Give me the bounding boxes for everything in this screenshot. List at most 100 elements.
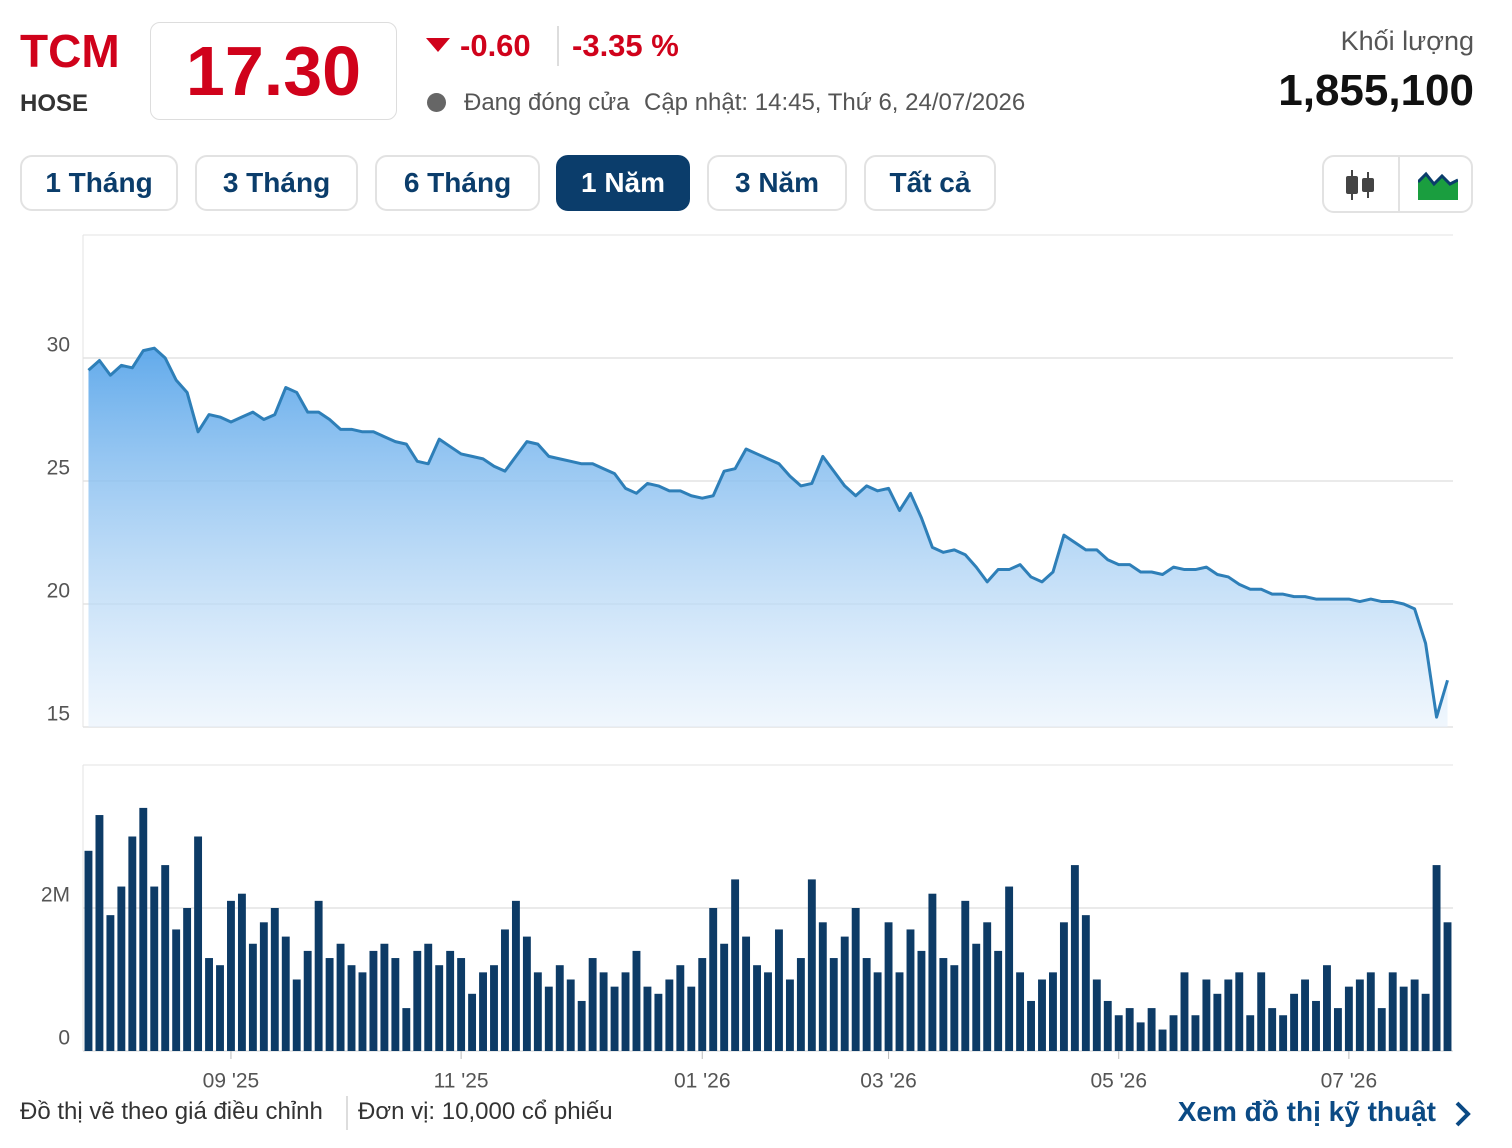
volume-bar <box>950 965 959 1051</box>
volume-bar <box>709 908 718 1051</box>
volume-bar <box>1038 979 1046 1051</box>
volume-bar <box>906 929 915 1051</box>
volume-bar <box>490 965 498 1051</box>
volume-bar <box>1180 972 1189 1051</box>
volume-bar <box>1388 972 1397 1051</box>
volume-bar <box>347 965 356 1051</box>
volume-bar <box>818 922 827 1051</box>
volume-bar <box>983 922 992 1051</box>
volume-bar <box>1103 1000 1112 1051</box>
volume-bar <box>424 943 433 1051</box>
volume-bar <box>544 986 553 1051</box>
x-tick-label: 09 '25 <box>203 1070 260 1093</box>
y-tick-label: 30 <box>47 334 70 357</box>
x-tick-label: 07 '26 <box>1321 1070 1378 1093</box>
volume-bar <box>303 950 312 1051</box>
volume-bar <box>336 943 345 1051</box>
volume-bar <box>1213 993 1222 1051</box>
volume-bar <box>1301 979 1309 1051</box>
volume-bar <box>237 893 246 1051</box>
volume-bar <box>117 886 126 1051</box>
status-dot <box>427 93 446 112</box>
volume-bar <box>1081 915 1090 1051</box>
y-tick-label: 15 <box>47 703 70 726</box>
volume-bar <box>1355 979 1364 1051</box>
volume-bar <box>807 879 816 1051</box>
divider <box>346 1096 348 1130</box>
volume-bar <box>522 936 531 1051</box>
volume-bar <box>851 908 860 1051</box>
volume-bar <box>1279 1015 1288 1051</box>
volume-bar <box>358 972 367 1051</box>
y-tick-label: 25 <box>47 457 70 480</box>
volume-bar <box>1005 886 1014 1051</box>
volume-bar <box>599 972 608 1051</box>
y-tick-label: 0 <box>58 1027 70 1050</box>
volume-bar <box>1147 1008 1156 1051</box>
chart-type-toggle <box>1322 155 1473 213</box>
volume-bar <box>1059 922 1068 1051</box>
volume-bar <box>1399 986 1408 1051</box>
range-button[interactable]: 3 Năm <box>707 155 847 211</box>
range-button[interactable]: 1 Năm <box>556 155 690 211</box>
range-button[interactable]: 6 Tháng <box>375 155 540 211</box>
candlestick-icon[interactable] <box>1342 168 1378 202</box>
volume-bar <box>501 929 509 1051</box>
volume-bar <box>917 950 926 1051</box>
range-button[interactable]: 3 Tháng <box>195 155 358 211</box>
area-icon[interactable] <box>1418 170 1458 200</box>
volume-bar <box>227 900 235 1051</box>
volume-bar <box>216 965 224 1051</box>
x-tick-label: 03 '26 <box>860 1070 917 1093</box>
volume-bar <box>610 986 619 1051</box>
volume-bar <box>895 972 904 1051</box>
volume-bar <box>676 965 685 1051</box>
volume-bar <box>796 958 805 1051</box>
volume-bar <box>654 993 663 1051</box>
volume-bar <box>139 807 148 1051</box>
volume-bar <box>972 943 981 1051</box>
volume-bar <box>1049 972 1057 1051</box>
exchange: HOSE <box>20 90 89 117</box>
volume-bar <box>643 986 652 1051</box>
volume-bar <box>1410 979 1419 1051</box>
technical-chart-link[interactable]: Xem đồ thị kỹ thuật <box>1177 1096 1436 1127</box>
market-status: Đang đóng cửa <box>464 89 630 116</box>
volume-bar <box>413 950 422 1051</box>
volume-bar <box>314 900 323 1051</box>
volume-bar <box>1257 972 1266 1051</box>
volume-bar <box>435 965 444 1051</box>
volume-bar <box>369 950 378 1051</box>
footer-unit: Đơn vị: 10,000 cổ phiếu <box>358 1098 613 1125</box>
volume-bar <box>1125 1008 1134 1051</box>
volume-bar <box>764 972 772 1051</box>
down-arrow <box>426 38 450 52</box>
volume-bar <box>391 958 400 1051</box>
volume-bar <box>248 943 257 1051</box>
divider <box>557 26 559 66</box>
updated-time: Cập nhật: 14:45, Thứ 6, 24/07/2026 <box>644 89 1026 116</box>
ticker: TCM <box>20 25 120 77</box>
range-button[interactable]: Tất cả <box>864 155 996 211</box>
volume-bar <box>128 836 137 1051</box>
volume-bar <box>632 950 641 1051</box>
volume-bar <box>840 936 849 1051</box>
volume-bar <box>829 958 838 1051</box>
volume-bar <box>698 958 707 1051</box>
volume-bar <box>380 943 389 1051</box>
x-tick-label: 01 '26 <box>674 1070 731 1093</box>
chevron-icon[interactable] <box>1452 1100 1474 1128</box>
x-tick-label: 05 '26 <box>1090 1070 1147 1093</box>
volume-bar <box>555 965 564 1051</box>
volume-bar <box>95 815 104 1051</box>
range-button[interactable]: 1 Tháng <box>20 155 178 211</box>
volume-bar <box>270 908 279 1051</box>
volume-bar <box>84 850 93 1051</box>
volume-bar <box>1344 986 1353 1051</box>
volume-bar <box>1158 1029 1167 1051</box>
volume-bar <box>1312 1000 1320 1051</box>
volume-bar <box>259 922 268 1051</box>
